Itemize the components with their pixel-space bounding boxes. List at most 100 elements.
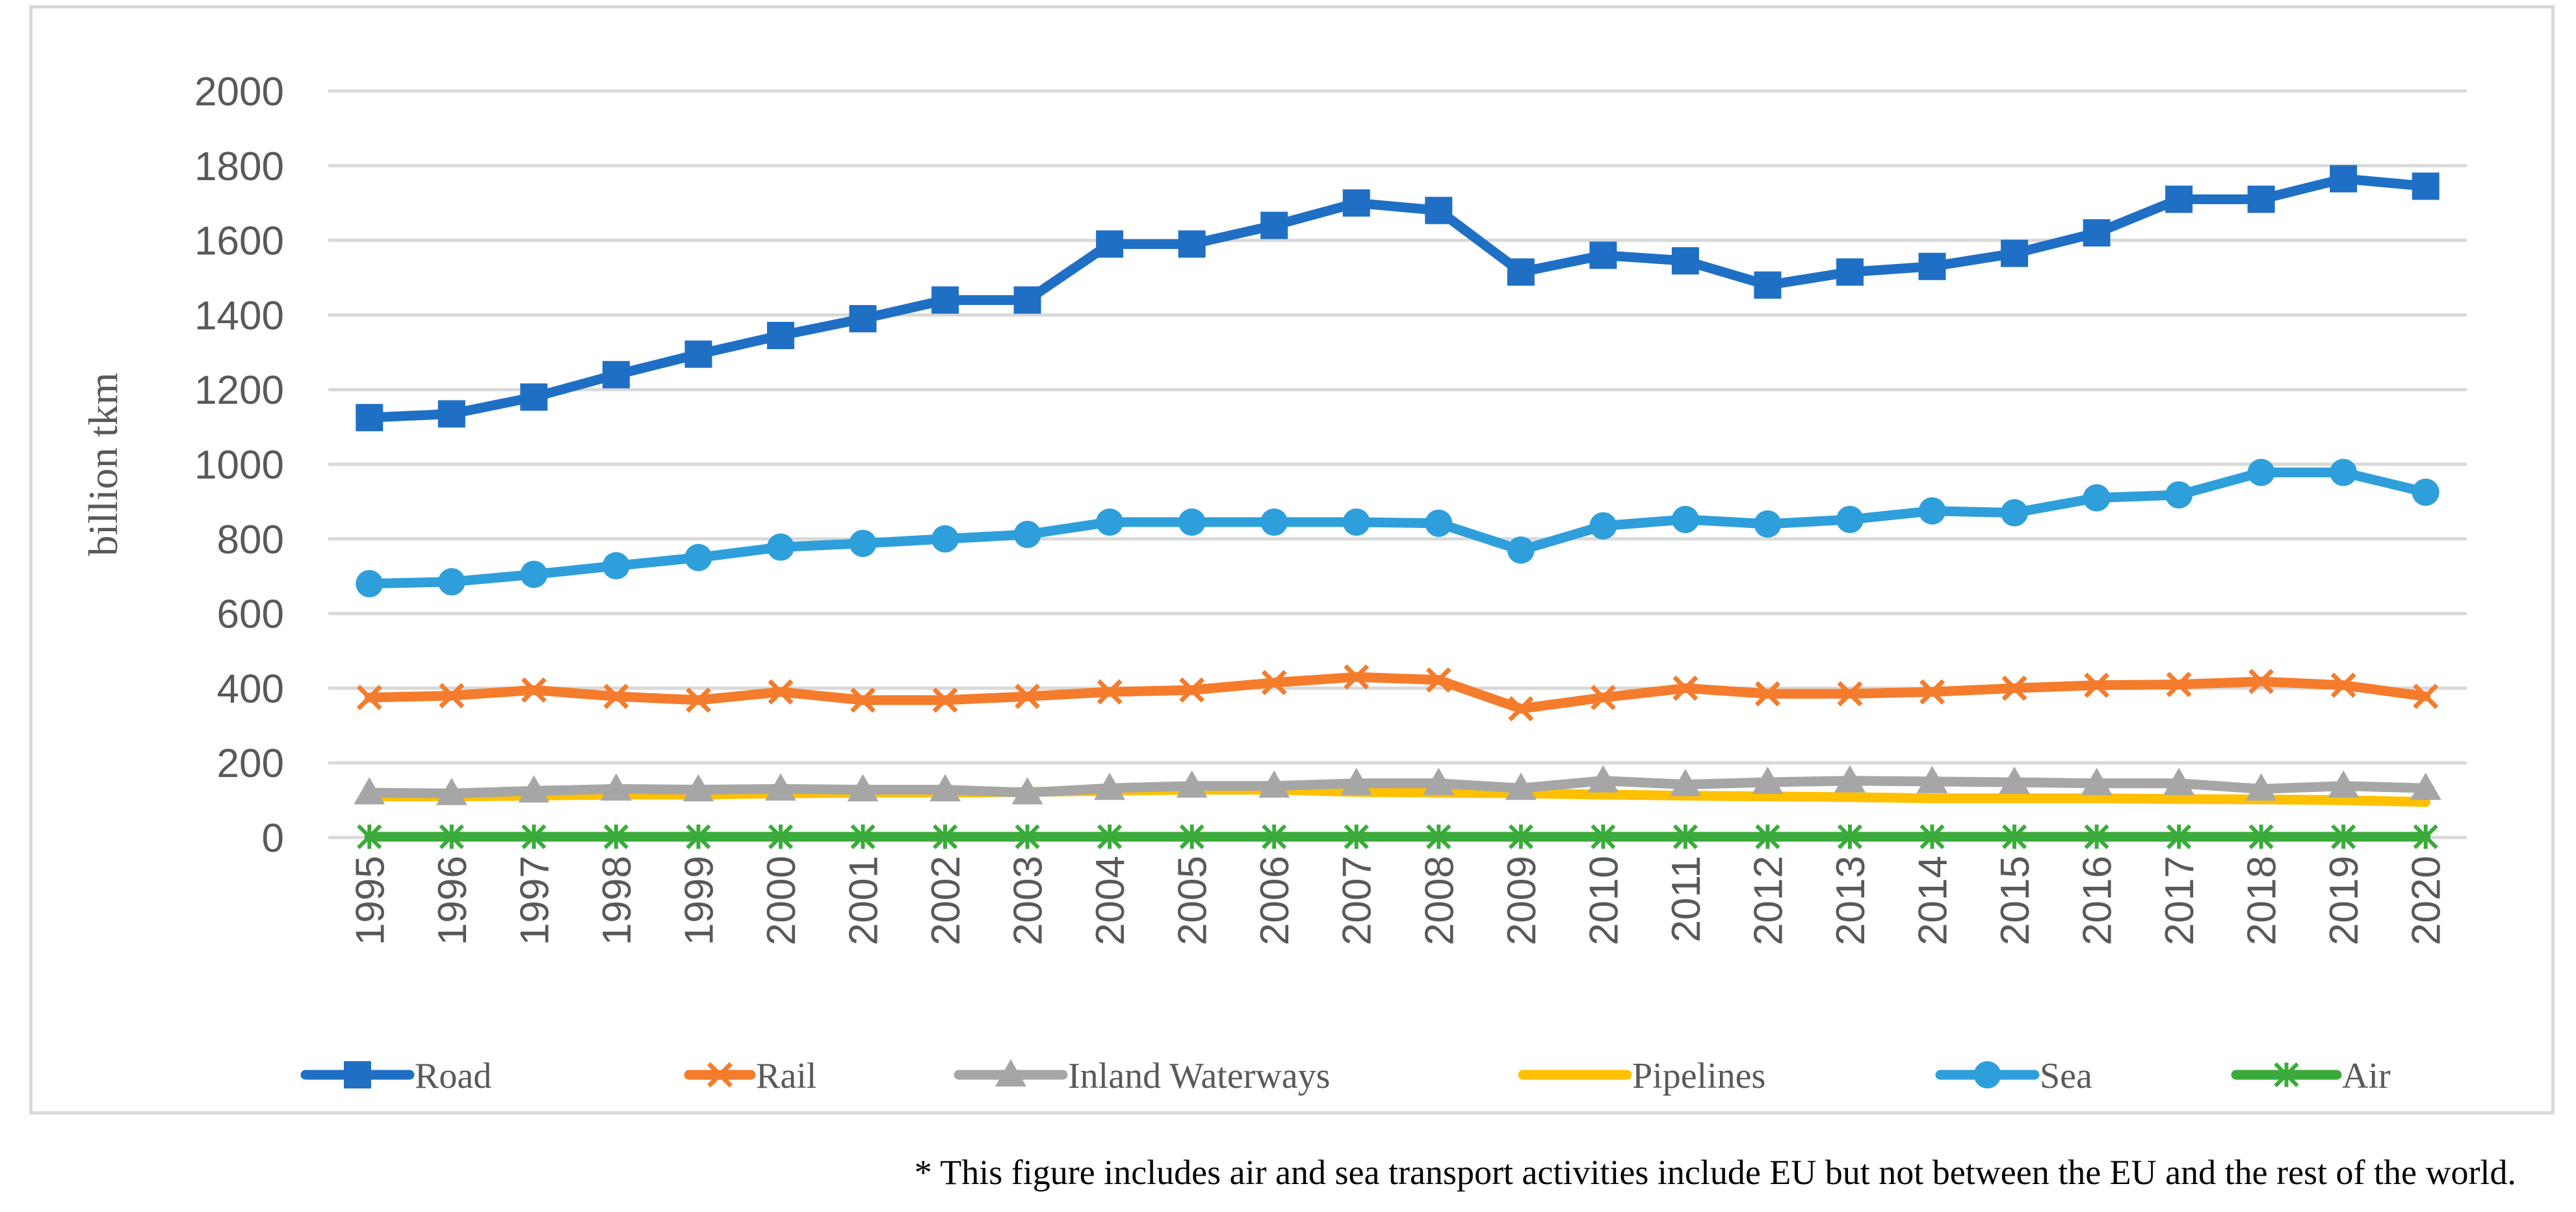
data-point-inland-waterways	[764, 773, 796, 801]
data-point-sea	[1589, 512, 1617, 540]
legend-marker-inland-waterways	[995, 1059, 1026, 1087]
data-point-rail	[1754, 681, 1780, 707]
data-point-air	[2166, 824, 2192, 849]
y-tick-label: 1800	[194, 144, 284, 189]
series-inland-waterways	[354, 765, 2441, 806]
legend-marker-road	[344, 1061, 371, 1088]
data-point-inland-waterways	[1916, 765, 1948, 793]
data-point-rail	[1672, 675, 1698, 701]
data-point-sea	[2165, 481, 2193, 509]
data-point-sea	[2083, 484, 2111, 512]
data-point-sea	[1754, 510, 1782, 538]
chart-frame: 0 200 400 600 800 1000 1200 1400 1600 1800 2000 19…	[29, 5, 2555, 1114]
x-tick-label: 2012	[1746, 856, 1791, 945]
data-point-air	[1262, 824, 1287, 849]
data-point-road	[1918, 252, 1946, 280]
x-tick-label: 2018	[2240, 856, 2285, 945]
legend-marker-sea	[1973, 1061, 2001, 1088]
data-point-inland-waterways	[1669, 769, 1701, 797]
data-point-air	[768, 824, 794, 849]
data-point-inland-waterways	[1094, 772, 1126, 800]
data-point-inland-waterways	[2245, 773, 2277, 801]
data-point-sea	[849, 529, 877, 557]
data-point-road	[1342, 189, 1370, 217]
data-point-road	[2001, 239, 2029, 267]
y-axis-ticks: 0 200 400 600 800 1000 1200 1400 1600 1800 2000	[194, 70, 284, 861]
series-sea	[356, 458, 2439, 598]
legend-label-sea: Sea	[2040, 1056, 2092, 1096]
x-tick-label: 2003	[1006, 856, 1051, 945]
y-tick-label: 1200	[194, 368, 284, 413]
legend-item-air: Air	[2231, 1056, 2391, 1096]
data-point-sea	[1013, 520, 1041, 548]
data-point-road	[602, 361, 630, 389]
x-axis-ticks: 1995 1996 1997 1998 1999 2000 2001 2002 2003 2004…	[348, 856, 2449, 945]
data-point-inland-waterways	[2163, 767, 2195, 795]
data-point-sea	[437, 568, 465, 596]
data-point-sea	[1260, 508, 1288, 536]
data-point-air	[1508, 824, 1533, 849]
data-point-road	[356, 404, 384, 432]
data-point-air	[439, 824, 464, 849]
data-point-inland-waterways	[847, 774, 879, 802]
data-point-inland-waterways	[354, 777, 385, 805]
data-point-air	[1591, 824, 1616, 849]
data-point-road	[2412, 172, 2439, 200]
data-point-rail	[439, 683, 465, 709]
y-tick-label: 1400	[194, 293, 284, 338]
data-point-rail	[932, 687, 958, 713]
data-point-air	[1179, 824, 1204, 849]
data-point-air	[1755, 824, 1780, 849]
data-point-road	[2083, 219, 2111, 247]
x-tick-label: 1997	[512, 856, 557, 945]
data-point-air	[1837, 824, 1863, 849]
data-point-rail	[1919, 679, 1945, 705]
legend-label-pipelines: Pipelines	[1632, 1056, 1765, 1096]
legend: Road Rail Inland Waterways Pipelines Sea Air	[300, 1056, 2391, 1096]
data-point-air	[1672, 824, 1698, 849]
x-tick-label: 2015	[1993, 856, 2038, 945]
x-tick-label: 2014	[1911, 856, 1956, 945]
data-point-rail	[1344, 664, 1370, 690]
x-tick-label: 2004	[1088, 856, 1133, 945]
x-tick-label: 2006	[1253, 856, 1297, 945]
data-point-sea	[1918, 497, 1946, 525]
data-point-sea	[684, 544, 712, 572]
x-tick-label: 2002	[924, 856, 969, 945]
data-point-inland-waterways	[1258, 770, 1290, 798]
y-tick-label: 2000	[194, 70, 284, 114]
x-tick-label: 2017	[2157, 856, 2202, 945]
data-point-air	[686, 824, 711, 849]
y-tick-label: 0	[262, 816, 284, 861]
x-tick-label: 2000	[759, 856, 804, 945]
x-tick-label: 1995	[348, 856, 393, 945]
data-point-inland-waterways	[1752, 767, 1784, 795]
legend-item-pipelines: Pipelines	[1518, 1056, 1765, 1096]
data-point-rail	[2330, 672, 2356, 698]
y-tick-label: 1000	[194, 443, 284, 488]
data-point-air	[850, 824, 876, 849]
data-point-air	[2331, 824, 2356, 849]
data-point-rail	[2001, 675, 2027, 701]
data-point-road	[1013, 286, 1041, 314]
x-tick-label: 1996	[430, 856, 475, 945]
data-point-rail	[1097, 679, 1123, 705]
x-tick-label: 2008	[1417, 856, 1462, 945]
data-point-rail	[2166, 672, 2192, 698]
data-point-air	[1015, 824, 1040, 849]
y-axis-label: billion tkm	[80, 373, 126, 557]
data-point-rail	[685, 687, 711, 713]
data-point-road	[931, 286, 959, 314]
data-point-rail	[603, 683, 629, 709]
legend-label-rail: Rail	[756, 1056, 816, 1096]
series-line-sea	[364, 468, 2431, 589]
data-point-sea	[1342, 508, 1370, 536]
series-line-rail	[364, 672, 2431, 714]
data-point-sea	[2412, 479, 2439, 507]
data-point-sea	[1836, 505, 1864, 533]
data-point-air	[932, 824, 958, 849]
data-point-rail	[1015, 683, 1041, 709]
x-tick-label: 2020	[2404, 856, 2449, 945]
series-lines	[354, 165, 2441, 849]
data-point-inland-waterways	[1834, 765, 1866, 793]
